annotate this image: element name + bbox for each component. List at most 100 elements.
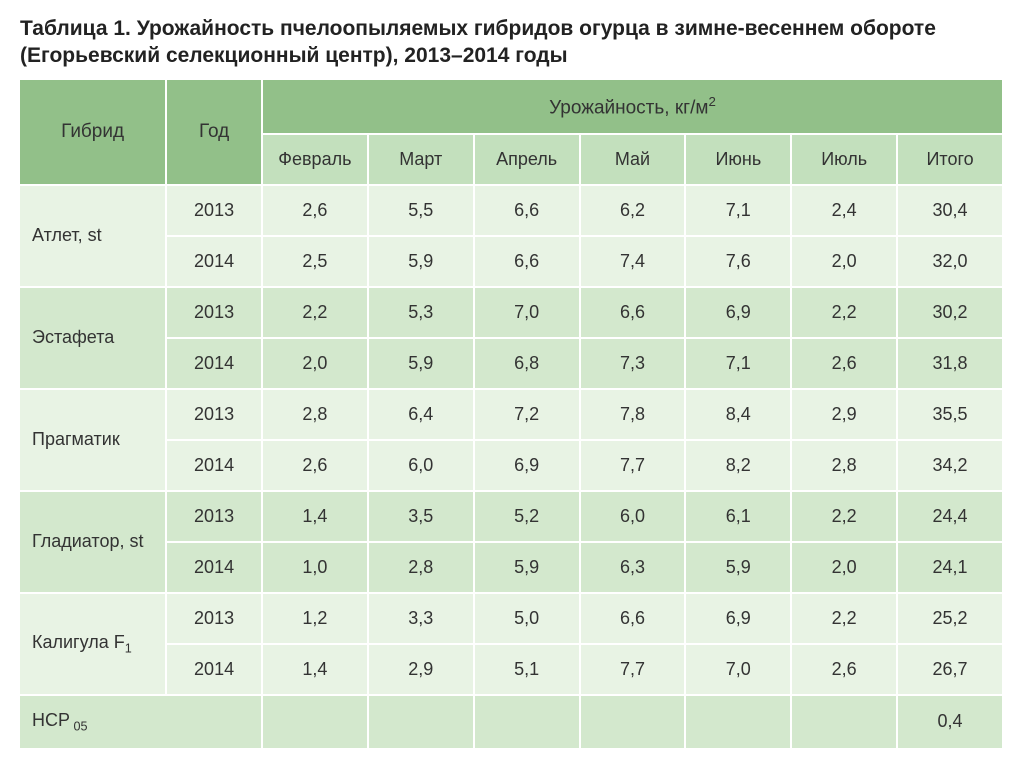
cell: 6,6: [580, 593, 686, 644]
cell: 5,2: [474, 491, 580, 542]
cell: 1,4: [262, 644, 368, 695]
cell: 0,4: [897, 695, 1003, 749]
col-апрель: Апрель: [474, 134, 580, 185]
cell: 5,1: [474, 644, 580, 695]
year-cell: 2014: [166, 542, 262, 593]
cell: 7,8: [580, 389, 686, 440]
col-июнь: Июнь: [685, 134, 791, 185]
hybrid-name: Прагматик: [20, 389, 166, 491]
cell: 6,6: [474, 236, 580, 287]
cell: 5,3: [368, 287, 474, 338]
cell: 2,2: [791, 593, 897, 644]
cell: 6,8: [474, 338, 580, 389]
cell: 6,9: [685, 287, 791, 338]
cell: 30,4: [897, 185, 1003, 236]
cell: 2,0: [262, 338, 368, 389]
year-cell: 2013: [166, 491, 262, 542]
cell: 7,0: [474, 287, 580, 338]
cell: 34,2: [897, 440, 1003, 491]
cell: 6,2: [580, 185, 686, 236]
title-line-1: Таблица 1. Урожайность пчелоопыляемых ги…: [20, 17, 936, 40]
cell: 7,2: [474, 389, 580, 440]
hybrid-name: Эстафета: [20, 287, 166, 389]
cell: 6,9: [685, 593, 791, 644]
col-май: Май: [580, 134, 686, 185]
cell: 2,6: [262, 185, 368, 236]
year-cell: 2014: [166, 236, 262, 287]
table-row: Гладиатор, st20131,43,55,26,06,12,224,4: [20, 491, 1003, 542]
year-cell: 2014: [166, 440, 262, 491]
cell: 7,0: [685, 644, 791, 695]
cell: 6,6: [474, 185, 580, 236]
table-row: Эстафета20132,25,37,06,66,92,230,2: [20, 287, 1003, 338]
cell: 6,0: [580, 491, 686, 542]
col-февраль: Февраль: [262, 134, 368, 185]
col-март: Март: [368, 134, 474, 185]
col-июль: Июль: [791, 134, 897, 185]
table-title: Таблица 1. Урожайность пчелоопыляемых ги…: [20, 15, 1004, 70]
title-line-2: (Егорьевский селекционный центр), 2013–2…: [20, 44, 568, 67]
cell: 7,7: [580, 644, 686, 695]
cell: 8,2: [685, 440, 791, 491]
cell: 5,9: [368, 338, 474, 389]
col-yield-group: Урожайность, кг/м2: [262, 80, 1003, 134]
cell: [791, 695, 897, 749]
year-cell: 2013: [166, 185, 262, 236]
table-row: 20141,42,95,17,77,02,626,7: [20, 644, 1003, 695]
hybrid-name: Калигула F1: [20, 593, 166, 695]
cell: 31,8: [897, 338, 1003, 389]
table-row: 20141,02,85,96,35,92,024,1: [20, 542, 1003, 593]
cell: 6,1: [685, 491, 791, 542]
table-row: Атлет, st20132,65,56,66,27,12,430,4: [20, 185, 1003, 236]
cell: 2,9: [791, 389, 897, 440]
year-cell: 2013: [166, 593, 262, 644]
table-row: 20142,05,96,87,37,12,631,8: [20, 338, 1003, 389]
cell: [474, 695, 580, 749]
cell: 2,8: [262, 389, 368, 440]
cell: 6,6: [580, 287, 686, 338]
hybrid-name: НСР 05: [20, 695, 262, 749]
cell: 6,4: [368, 389, 474, 440]
cell: 6,0: [368, 440, 474, 491]
yield-unit: 2: [708, 94, 715, 109]
cell: 2,6: [791, 338, 897, 389]
cell: 32,0: [897, 236, 1003, 287]
cell: 7,3: [580, 338, 686, 389]
cell: 2,2: [791, 287, 897, 338]
cell: 7,4: [580, 236, 686, 287]
year-cell: 2013: [166, 287, 262, 338]
cell: 2,5: [262, 236, 368, 287]
cell: 3,5: [368, 491, 474, 542]
cell: 3,3: [368, 593, 474, 644]
cell: 2,4: [791, 185, 897, 236]
cell: 5,0: [474, 593, 580, 644]
cell: 2,2: [262, 287, 368, 338]
cell: 6,3: [580, 542, 686, 593]
cell: 2,8: [368, 542, 474, 593]
cell: 8,4: [685, 389, 791, 440]
cell: 25,2: [897, 593, 1003, 644]
cell: 6,9: [474, 440, 580, 491]
yield-table: Гибрид Год Урожайность, кг/м2 ФевральМар…: [20, 80, 1004, 750]
cell: 26,7: [897, 644, 1003, 695]
cell: [262, 695, 368, 749]
year-cell: 2014: [166, 338, 262, 389]
cell: 5,9: [368, 236, 474, 287]
yield-label: Урожайность, кг/м: [549, 97, 708, 118]
table-row: Прагматик20132,86,47,27,88,42,935,5: [20, 389, 1003, 440]
cell: 2,6: [262, 440, 368, 491]
cell: [685, 695, 791, 749]
cell: 24,1: [897, 542, 1003, 593]
table-row: 20142,66,06,97,78,22,834,2: [20, 440, 1003, 491]
cell: 5,9: [685, 542, 791, 593]
cell: 2,6: [791, 644, 897, 695]
cell: 7,1: [685, 338, 791, 389]
col-итого: Итого: [897, 134, 1003, 185]
cell: 7,1: [685, 185, 791, 236]
col-hybrid: Гибрид: [20, 80, 166, 185]
cell: 1,4: [262, 491, 368, 542]
cell: 7,7: [580, 440, 686, 491]
table-row: НСР 05 0,4: [20, 695, 1003, 749]
cell: 2,0: [791, 236, 897, 287]
cell: [580, 695, 686, 749]
